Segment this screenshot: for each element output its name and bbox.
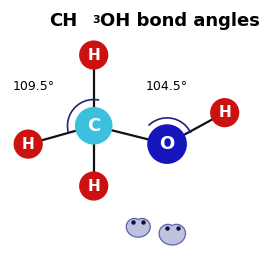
Text: 104.5°: 104.5° <box>146 80 188 93</box>
Circle shape <box>211 99 238 126</box>
Circle shape <box>80 41 107 69</box>
Text: H: H <box>218 105 231 120</box>
Text: OH bond angles: OH bond angles <box>100 12 260 30</box>
Text: CH: CH <box>49 12 77 30</box>
Text: 109.5°: 109.5° <box>13 80 55 93</box>
Polygon shape <box>159 224 185 245</box>
Text: O: O <box>159 135 175 153</box>
Text: H: H <box>87 178 100 194</box>
Text: H: H <box>22 137 35 152</box>
Text: H: H <box>87 47 100 63</box>
Polygon shape <box>126 219 150 237</box>
Text: 3: 3 <box>92 15 100 25</box>
Circle shape <box>15 130 42 158</box>
Text: C: C <box>87 117 100 135</box>
Circle shape <box>76 108 111 144</box>
Circle shape <box>80 172 107 200</box>
Circle shape <box>148 125 186 163</box>
